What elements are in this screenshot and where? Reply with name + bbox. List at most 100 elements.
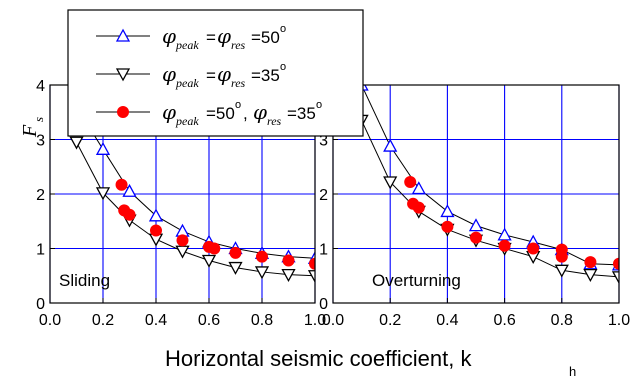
data-point [95, 187, 111, 201]
y-tick-label: 2 [36, 187, 45, 204]
legend-text: peak [175, 114, 199, 128]
panel-label: Sliding [59, 271, 110, 290]
data-point [201, 254, 217, 268]
data-point [411, 181, 426, 195]
y-tick-label: 0 [36, 296, 45, 313]
x-tick-label: 0.2 [379, 312, 401, 329]
legend-text: res [267, 114, 282, 128]
data-point [498, 239, 511, 252]
data-point [254, 266, 270, 280]
x-tick-label: 0.8 [251, 312, 273, 329]
y-tick-label: 2 [319, 187, 328, 204]
panel-label: Overturning [372, 271, 461, 290]
y-axis-label-subscript: s [31, 117, 46, 122]
x-axis-label: Horizontal seismic coefficient, k [165, 346, 472, 371]
legend: φ peak = φ res =50 oφ peak = φ res =35 oφ peak =50 o, φ r… [67, 9, 364, 137]
legend-text: o [280, 61, 286, 73]
data-point [69, 136, 84, 150]
legend-entry: φ peak =50 o, φ res =35 o [96, 99, 322, 128]
series-line [76, 106, 315, 259]
data-point [282, 254, 295, 267]
series-0 [354, 85, 619, 271]
data-point [584, 256, 597, 269]
data-point [383, 138, 398, 152]
x-tick-label: 0.0 [322, 312, 344, 329]
legend-text: φ [253, 100, 267, 124]
legend-text: = [206, 28, 216, 47]
x-tick-label: 0.4 [145, 312, 167, 329]
data-point [412, 201, 425, 214]
x-tick-label: 0.6 [198, 312, 220, 329]
x-tick-label: 0.4 [436, 312, 458, 329]
series-1 [69, 136, 315, 284]
x-tick-label: 1.0 [304, 312, 326, 329]
x-tick-label: 1.0 [608, 312, 630, 329]
overturning-panel: 0.00.20.40.60.81.001234Overturning [319, 78, 630, 329]
data-point [404, 176, 417, 189]
series-2 [404, 176, 619, 270]
series-line [361, 85, 619, 266]
legend-box [67, 9, 364, 137]
data-point [554, 264, 569, 278]
legend-marker [117, 106, 129, 118]
data-point [122, 183, 137, 197]
data-point [229, 246, 242, 259]
legend-text: =35 [287, 104, 316, 123]
legend-text: o [316, 99, 322, 111]
data-point [228, 261, 243, 275]
y-tick-label: 3 [36, 133, 45, 150]
x-tick-label: 0.0 [39, 312, 61, 329]
series-line [361, 120, 619, 278]
legend-text: φ [162, 62, 176, 86]
legend-entry: φ peak = φ res =35 o [96, 61, 286, 90]
data-point [256, 250, 268, 263]
x-tick-label: 0.2 [92, 312, 114, 329]
legend-text: =50 [251, 28, 280, 47]
legend-text: φ [162, 24, 176, 48]
series-1 [354, 114, 619, 285]
legend-marker [115, 28, 131, 42]
legend-text: φ [162, 100, 176, 124]
data-point [148, 208, 164, 222]
data-point [208, 242, 221, 255]
data-point [613, 257, 619, 270]
data-point [307, 270, 315, 284]
legend-text: φ [217, 24, 231, 48]
data-point [583, 269, 598, 283]
data-point [175, 245, 190, 259]
legend-text: o [280, 23, 286, 35]
y-tick-label: 1 [36, 242, 45, 259]
data-point [176, 234, 189, 247]
data-point [611, 271, 619, 285]
x-axis-label-subscript: h [569, 364, 576, 379]
legend-text: =35 [251, 66, 280, 85]
data-point [95, 141, 111, 155]
y-tick-label: 0 [319, 296, 328, 313]
legend-text: o [235, 99, 241, 111]
x-tick-label: 0.6 [493, 312, 515, 329]
data-point [527, 242, 540, 255]
series-line [76, 141, 315, 277]
data-point [309, 257, 315, 270]
y-tick-label: 3 [319, 133, 328, 150]
data-point [497, 227, 512, 241]
data-point [440, 204, 455, 218]
legend-text: res [231, 38, 246, 52]
y-tick-label: 1 [319, 242, 328, 259]
data-point [470, 231, 482, 244]
legend-text: , [243, 104, 248, 123]
legend-marker [115, 68, 131, 82]
legend-entry: φ peak = φ res =50 o [96, 23, 286, 52]
data-point [115, 178, 128, 191]
data-point [123, 208, 136, 221]
data-point [555, 250, 568, 263]
legend-text: =50 [206, 104, 235, 123]
data-point [281, 269, 296, 283]
series-2 [115, 178, 315, 270]
legend-text: peak [175, 76, 199, 90]
y-axis-label: F [19, 124, 41, 138]
legend-text: peak [175, 38, 199, 52]
legend-text: res [231, 76, 246, 90]
y-tick-label: 4 [36, 78, 45, 95]
